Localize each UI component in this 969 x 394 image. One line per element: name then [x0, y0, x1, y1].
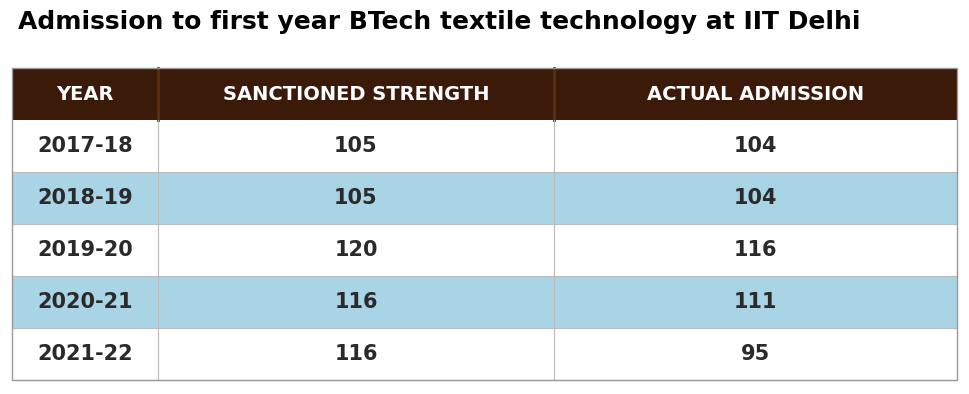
- Text: YEAR: YEAR: [56, 84, 113, 104]
- Text: 104: 104: [734, 136, 777, 156]
- Text: 105: 105: [334, 188, 378, 208]
- Text: 116: 116: [334, 292, 378, 312]
- Text: 2017-18: 2017-18: [37, 136, 133, 156]
- Text: 120: 120: [334, 240, 378, 260]
- Bar: [12, 68, 957, 120]
- Text: 116: 116: [334, 344, 378, 364]
- Bar: [12, 328, 957, 380]
- Bar: [12, 276, 957, 328]
- Text: 2020-21: 2020-21: [37, 292, 133, 312]
- Text: 111: 111: [734, 292, 777, 312]
- Text: ACTUAL ADMISSION: ACTUAL ADMISSION: [647, 84, 864, 104]
- Bar: [12, 120, 957, 172]
- Text: 116: 116: [734, 240, 777, 260]
- Text: SANCTIONED STRENGTH: SANCTIONED STRENGTH: [223, 84, 489, 104]
- Text: 105: 105: [334, 136, 378, 156]
- Text: Admission to first year BTech textile technology at IIT Delhi: Admission to first year BTech textile te…: [18, 10, 860, 34]
- Text: 2018-19: 2018-19: [37, 188, 133, 208]
- Text: 104: 104: [734, 188, 777, 208]
- Text: 2019-20: 2019-20: [37, 240, 133, 260]
- Bar: [12, 224, 957, 276]
- Text: 2021-22: 2021-22: [37, 344, 133, 364]
- Bar: [12, 172, 957, 224]
- Text: 95: 95: [741, 344, 770, 364]
- Bar: [12, 68, 957, 380]
